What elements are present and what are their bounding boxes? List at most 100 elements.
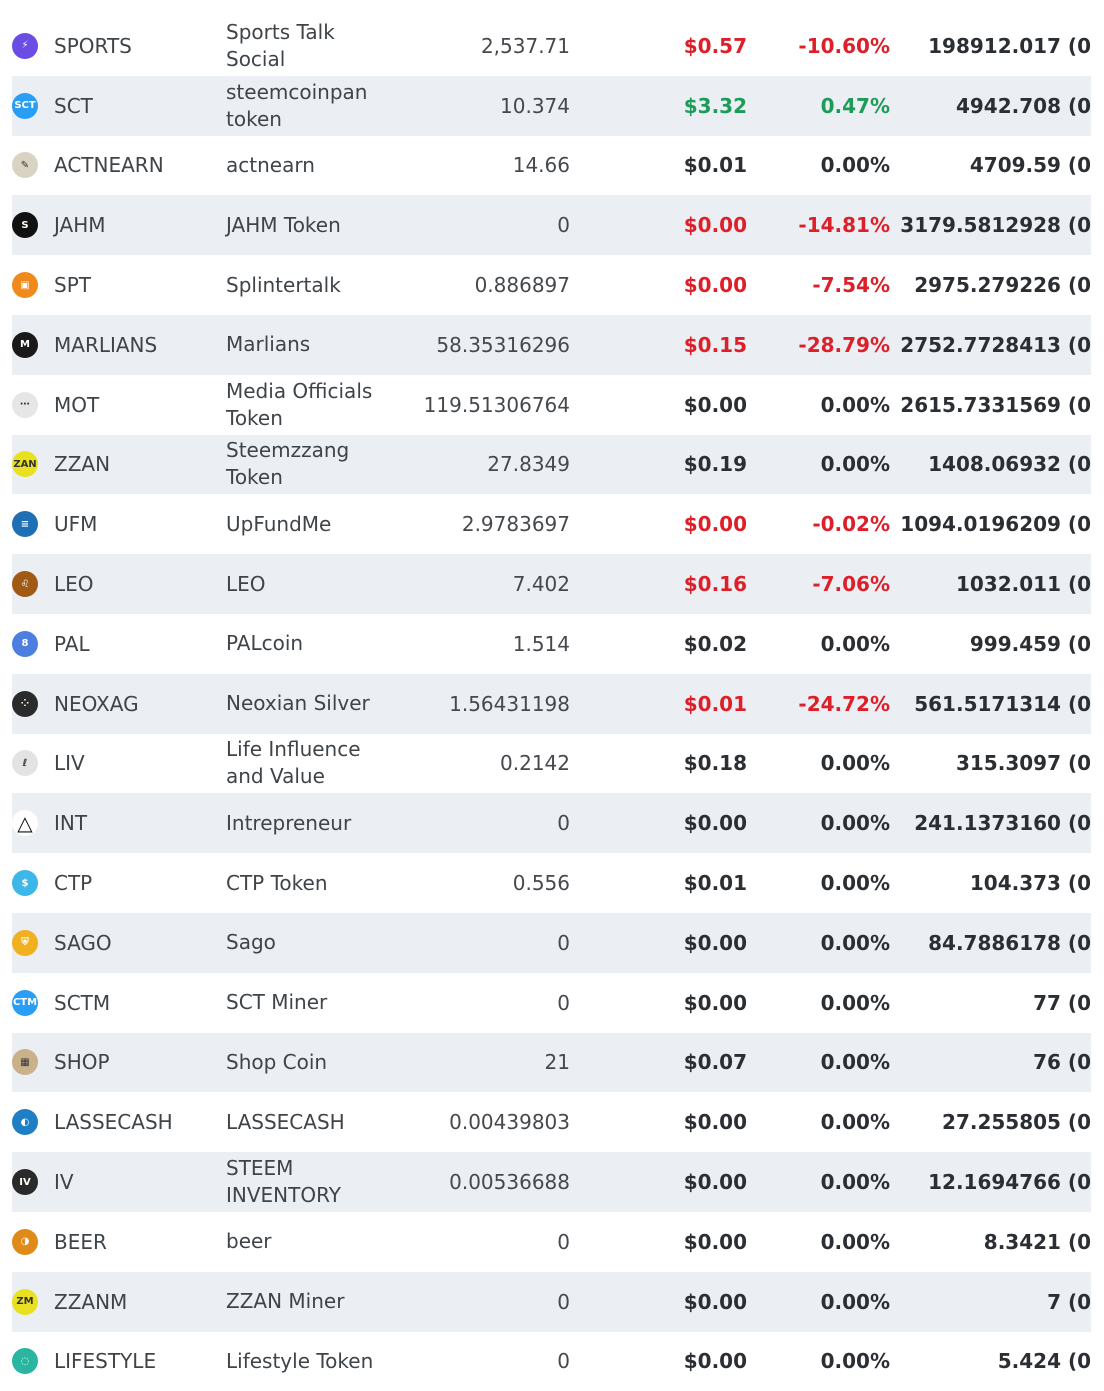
token-value-text: 7 (0 bbox=[1047, 1289, 1091, 1314]
token-balance: 1.514 bbox=[512, 631, 570, 656]
token-row[interactable]: ♌ LEO LEO 7.402 $0.16 -7.06% 1032.011 (0 bbox=[12, 554, 1091, 614]
token-row[interactable]: ◐ LASSECASH LASSECASH 0.00439803 $0.00 0.00% 2… bbox=[12, 1092, 1091, 1152]
token-row[interactable]: M MARLIANS Marlians 58.35316296 $0.15 -28.79%… bbox=[12, 314, 1091, 375]
token-icon-cell: ✎ bbox=[12, 136, 42, 196]
token-value-text: 4709.59 (0 bbox=[969, 153, 1091, 178]
token-symbol: LASSECASH bbox=[54, 1110, 173, 1135]
token-symbol: NEOXAG bbox=[54, 691, 139, 716]
token-row[interactable]: ≡ UFM UpFundMe 2.9783697 $0.00 -0.02% 1094.019… bbox=[12, 494, 1091, 554]
beer-mug-icon: ◑ bbox=[12, 1228, 38, 1255]
token-change: 0.00% bbox=[820, 392, 890, 417]
token-row[interactable]: ◌ LIFESTYLE Lifestyle Token 0 $0.00 0.00% 5.42… bbox=[12, 1332, 1091, 1391]
token-symbol: LIFESTYLE bbox=[54, 1349, 157, 1374]
token-balance: 0 bbox=[557, 990, 570, 1015]
token-balance: 0 bbox=[557, 1349, 570, 1374]
token-symbol: ACTNEARN bbox=[54, 153, 164, 178]
token-row[interactable]: △ INT Intrepreneur 0 $0.00 0.00% 241.1373160 (… bbox=[12, 793, 1091, 854]
token-balance: 1.56431198 bbox=[449, 691, 570, 716]
token-price: $0.57 bbox=[683, 33, 747, 58]
token-row[interactable]: ▣ SPT Splintertalk 0.886897 $0.00 -7.54% 2975.… bbox=[12, 255, 1091, 315]
token-value-text: 4942.708 (0 bbox=[955, 93, 1091, 118]
ctp-dollar-icon: $ bbox=[12, 870, 38, 897]
token-name: Marlians bbox=[226, 332, 311, 357]
token-name: Sports Talk Social bbox=[226, 19, 335, 71]
token-price: $0.01 bbox=[683, 153, 747, 178]
token-value: 315.3097 (0 bbox=[900, 734, 1091, 794]
token-name: beer bbox=[226, 1229, 272, 1254]
token-row[interactable]: ⚡ SPORTS Sports Talk Social 2,537.71 $0.57 -1… bbox=[12, 16, 1091, 76]
token-value: 4942.708 (0 bbox=[900, 76, 1091, 136]
token-icon-cell: ℓ bbox=[12, 734, 42, 794]
token-row[interactable]: ◑ BEER beer 0 $0.00 0.00% 8.3421 (0 bbox=[12, 1212, 1091, 1272]
token-price: $0.02 bbox=[683, 631, 747, 656]
token-value: 77 (0 bbox=[900, 973, 1091, 1033]
sports-bolt-icon: ⚡ bbox=[12, 32, 38, 59]
token-change: -7.06% bbox=[812, 572, 890, 597]
token-row[interactable]: ℓ LIV Life Influence and Value 0.2142 $0.18 0… bbox=[12, 734, 1091, 794]
token-price: $0.18 bbox=[683, 751, 747, 776]
token-value-text: 84.7886178 (0 bbox=[928, 930, 1091, 955]
token-row[interactable]: ZM ZZANM ZZAN Miner 0 $0.00 0.00% 7 (0 bbox=[12, 1271, 1091, 1332]
token-row[interactable]: CTM SCTM SCT Miner 0 $0.00 0.00% 77 (0 bbox=[12, 973, 1091, 1033]
token-symbol: BEER bbox=[54, 1229, 107, 1254]
token-row[interactable]: ⁘ NEOXAG Neoxian Silver 1.56431198 $0.01 -24.… bbox=[12, 673, 1091, 734]
token-change: 0.00% bbox=[820, 153, 890, 178]
token-value: 84.7886178 (0 bbox=[900, 913, 1091, 973]
token-change: -28.79% bbox=[798, 332, 890, 357]
token-balance: 2.9783697 bbox=[461, 512, 570, 537]
token-value: 8.3421 (0 bbox=[900, 1212, 1091, 1272]
token-value-text: 3179.5812928 (0 bbox=[900, 213, 1091, 238]
token-name: Neoxian Silver bbox=[226, 691, 370, 716]
sago-shield-icon: ⛨ bbox=[12, 929, 38, 956]
token-price: $0.00 bbox=[683, 930, 747, 955]
token-price: $0.16 bbox=[683, 572, 747, 597]
token-symbol: SPORTS bbox=[54, 33, 132, 58]
token-icon-cell: 8 bbox=[12, 614, 42, 674]
token-value-text: 12.1694766 (0 bbox=[928, 1170, 1091, 1195]
token-name: actnearn bbox=[226, 152, 315, 177]
token-icon-cell: ◐ bbox=[12, 1092, 42, 1152]
token-name: Intrepreneur bbox=[226, 810, 352, 835]
token-price: $3.32 bbox=[683, 93, 747, 118]
token-name: CTP Token bbox=[226, 870, 328, 895]
token-row[interactable]: ⛨ SAGO Sago 0 $0.00 0.00% 84.7886178 (0 bbox=[12, 912, 1091, 973]
liv-script-icon: ℓ bbox=[12, 750, 38, 777]
token-balance: 27.8349 bbox=[487, 452, 570, 477]
token-name: SCT Miner bbox=[226, 990, 328, 1015]
token-name: Steemzzang Token bbox=[226, 438, 350, 490]
token-change: 0.00% bbox=[820, 871, 890, 896]
token-row[interactable]: ▦ SHOP Shop Coin 21 $0.07 0.00% 76 (0 bbox=[12, 1032, 1091, 1093]
token-price: $0.00 bbox=[683, 273, 747, 298]
token-row[interactable]: S JAHM JAHM Token 0 $0.00 -14.81% 3179.5812928… bbox=[12, 195, 1091, 256]
token-row[interactable]: ⋯ MOT Media Officials Token 119.51306764 $0.… bbox=[12, 375, 1091, 435]
token-name: LASSECASH bbox=[226, 1109, 345, 1134]
token-symbol: MOT bbox=[54, 392, 100, 417]
token-row[interactable]: ✎ ACTNEARN actnearn 14.66 $0.01 0.00% 4709.59 … bbox=[12, 136, 1091, 196]
sct-coin-icon: SCT bbox=[12, 92, 38, 119]
token-price: $0.00 bbox=[683, 1229, 747, 1254]
token-change: -7.54% bbox=[812, 273, 890, 298]
token-change: -10.60% bbox=[798, 33, 890, 58]
token-symbol: INT bbox=[54, 811, 88, 836]
token-row[interactable]: ZAN ZZAN Steemzzang Token 27.8349 $0.19 0.00%… bbox=[12, 434, 1091, 495]
token-icon-cell: ⛨ bbox=[12, 913, 42, 973]
token-price: $0.00 bbox=[683, 512, 747, 537]
token-name: LEO bbox=[226, 571, 266, 596]
token-change: 0.00% bbox=[820, 811, 890, 836]
token-row[interactable]: 8 PAL PALcoin 1.514 $0.02 0.00% 999.459 (0 bbox=[12, 614, 1091, 674]
token-value: 3179.5812928 (0 bbox=[900, 195, 1091, 255]
token-icon-cell: ≡ bbox=[12, 494, 42, 554]
token-row[interactable]: SCT SCT steemcoinpan token 10.374 $3.32 0.47%… bbox=[12, 75, 1091, 136]
token-icon-cell: ⚡ bbox=[12, 16, 42, 76]
token-value: 241.1373160 (0 bbox=[900, 793, 1091, 853]
token-value-text: 1094.0196209 (0 bbox=[900, 512, 1091, 537]
token-name: Splintertalk bbox=[226, 272, 341, 297]
token-row[interactable]: $ CTP CTP Token 0.556 $0.01 0.00% 104.373 (0 bbox=[12, 853, 1091, 913]
token-price: $0.00 bbox=[683, 811, 747, 836]
token-value-text: 198912.017 (0 bbox=[928, 33, 1091, 58]
token-icon-cell: SCT bbox=[12, 76, 42, 136]
token-value: 104.373 (0 bbox=[900, 853, 1091, 913]
token-change: 0.00% bbox=[820, 1170, 890, 1195]
token-icon-cell: M bbox=[12, 315, 42, 375]
token-row[interactable]: IV IV STEEM INVENTORY 0.00536688 $0.00 0.00% 1… bbox=[12, 1152, 1091, 1212]
